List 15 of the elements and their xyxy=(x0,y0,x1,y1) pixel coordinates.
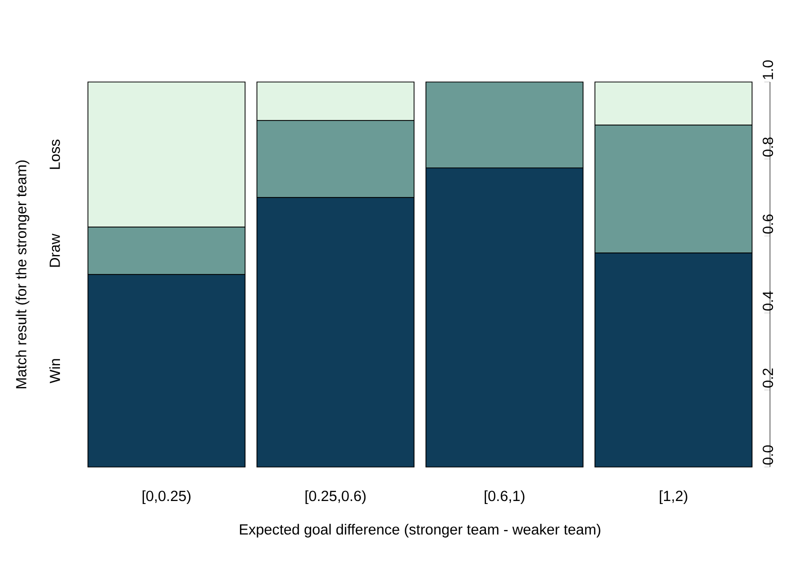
text: Win xyxy=(49,359,60,384)
text: Draw xyxy=(50,234,60,267)
x-tick-label: [0,0.25) xyxy=(142,490,190,504)
y-tick-label: 0.4 xyxy=(762,291,774,311)
y-axis-title: Match result (for the stronger team) xyxy=(16,160,30,388)
text: Loss xyxy=(50,140,60,169)
y-tick-label: 0.0 xyxy=(762,445,774,465)
y-tick-label: 0.8 xyxy=(762,137,774,157)
x-tick-label: [0.25,0.6) xyxy=(306,490,366,504)
y-tick-label: 0.2 xyxy=(762,368,774,388)
y-tick-label: 0.6 xyxy=(762,214,774,234)
x-tick-label: [0.6,1) xyxy=(484,490,524,504)
x-axis-title: Expected goal difference (stronger team - weaker team) xyxy=(240,524,600,538)
y-tick-label: 1.0 xyxy=(762,60,774,80)
x-tick-label: [1,2) xyxy=(660,490,688,504)
